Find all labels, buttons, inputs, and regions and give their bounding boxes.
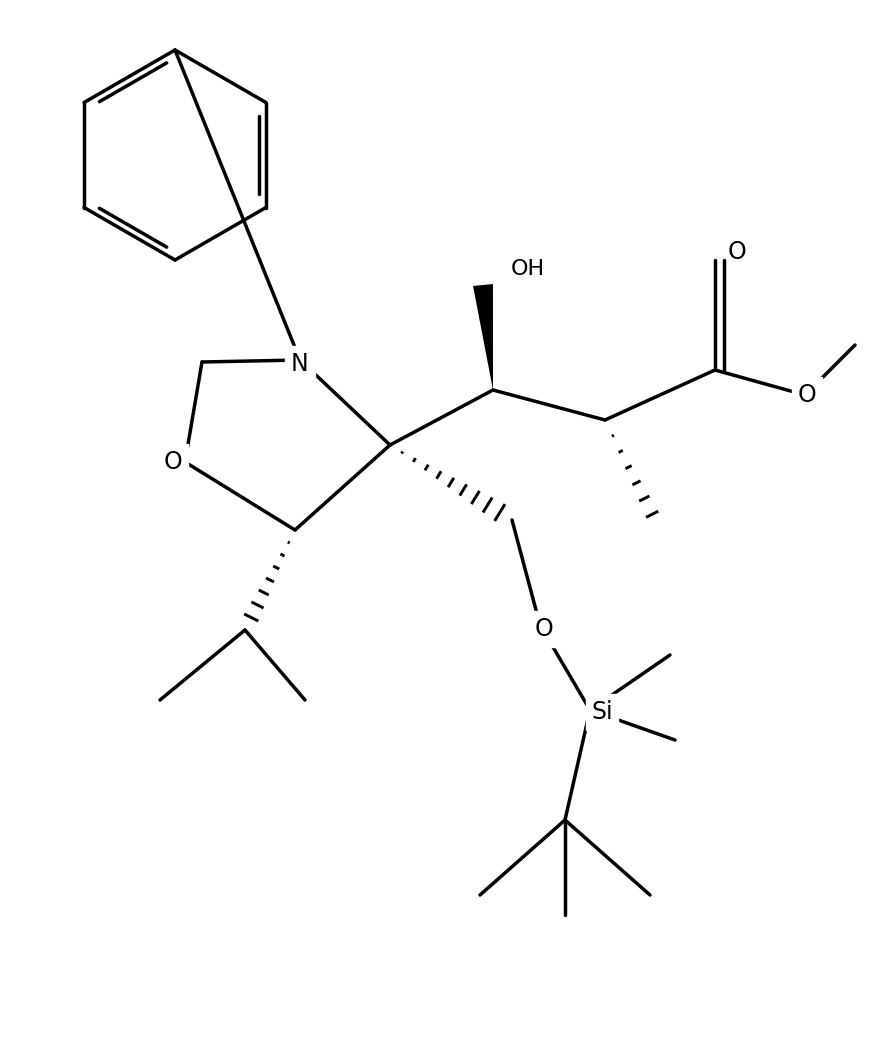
Text: O: O [534, 617, 554, 641]
Text: N: N [291, 352, 309, 376]
Polygon shape [473, 284, 493, 390]
Text: O: O [727, 240, 746, 264]
Text: Si: Si [591, 699, 613, 723]
Text: O: O [797, 383, 816, 407]
Text: OH: OH [511, 259, 545, 279]
Text: O: O [164, 450, 183, 474]
